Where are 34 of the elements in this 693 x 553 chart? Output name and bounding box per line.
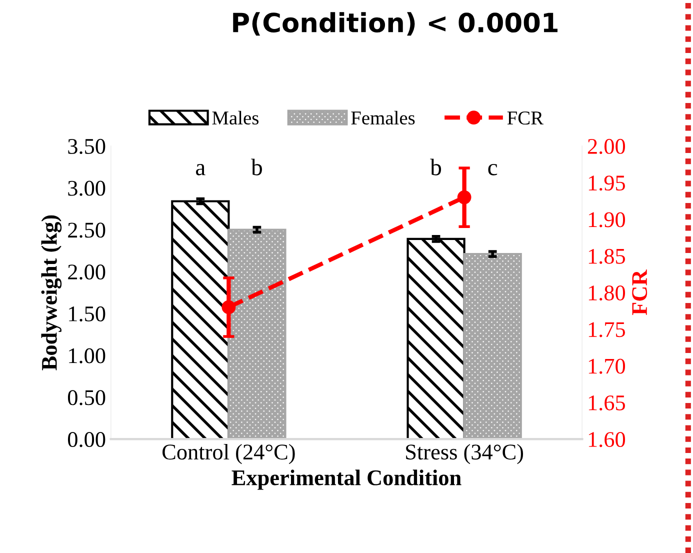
y-tick-label: 2.50 [68, 222, 106, 238]
annotation: b [430, 158, 442, 176]
y2-tick-label: 1.90 [588, 212, 626, 228]
y-tick-label: 2.00 [68, 264, 106, 280]
x-tick-label: Control (24°C) [162, 444, 295, 464]
y2-tick-label: 1.95 [588, 176, 625, 191]
annotation: c [488, 164, 498, 176]
legend-label: Females [351, 110, 415, 125]
bar [463, 252, 522, 440]
y-tick-label: 3.00 [68, 180, 106, 196]
y2-axis-title: FCR [632, 270, 648, 315]
annotation: b [251, 158, 262, 176]
y2-tick-label: 1.85 [588, 248, 625, 264]
y-axis-title: Bodyweight (kg) [41, 215, 62, 370]
bar [406, 238, 466, 440]
y2-tick-label: 1.60 [588, 432, 626, 448]
y-tick-label: 1.50 [69, 306, 106, 322]
y-tick-label: 1.00 [69, 348, 106, 364]
x-axis-title: Experimental Condition [232, 470, 462, 490]
y-tick-label: 0.50 [68, 390, 106, 406]
y2-tick-label: 1.70 [588, 358, 626, 374]
y-tick-label: 0.00 [68, 432, 106, 448]
y2-tick-label: 1.80 [588, 285, 626, 301]
bar [171, 200, 230, 440]
bar [228, 228, 286, 440]
y2-tick-label: 2.00 [588, 138, 626, 154]
annotation: a [196, 164, 206, 176]
legend-label: Males [212, 110, 258, 125]
y2-tick-label: 1.75 [588, 322, 625, 338]
x-tick-label: Stress (34°C) [406, 444, 524, 464]
chart-title: P(Condition) < 0.0001 [233, 12, 558, 36]
y-tick-label: 3.50 [68, 138, 106, 154]
y2-tick-label: 1.65 [588, 395, 625, 410]
legend-label: FCR [507, 111, 544, 125]
